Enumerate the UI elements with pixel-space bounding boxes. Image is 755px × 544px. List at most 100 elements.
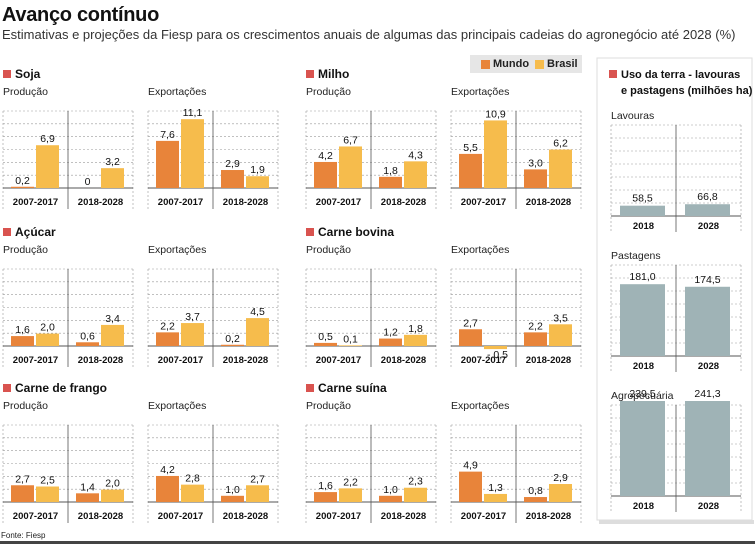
carne-suina-exportacoes-category-2018-2028: 2018-2028 xyxy=(526,511,571,522)
acucar-producao-category-2018-2028: 2018-2028 xyxy=(78,355,123,366)
carne-suina-title: Carne suína xyxy=(318,381,387,395)
carne-suina-exportacoes-category-2007-2017: 2007-2017 xyxy=(461,511,506,522)
milho-exportacoes-subtitle: Exportações xyxy=(451,86,509,98)
acucar-exportacoes-mundo-bar-2018-2028 xyxy=(221,344,244,346)
source-note: Fonte: Fiesp xyxy=(1,531,46,540)
soja-producao-brasil-bar-2007-2017 xyxy=(36,145,59,188)
carne-de-frango-title: Carne de frango xyxy=(15,381,107,395)
acucar-producao-mundo-bar-2018-2028 xyxy=(76,342,99,346)
carne-bovina-exportacoes-mundo-bar-2007-2017 xyxy=(459,329,482,346)
soja-producao-subtitle: Produção xyxy=(3,86,48,98)
soja-exportacoes-mundo-bar-2007-2017 xyxy=(156,140,179,188)
carne-de-frango-producao-mundo-bar-2007-2017-label: 2,7 xyxy=(15,473,30,485)
land-use-pastagens-subtitle: Pastagens xyxy=(611,250,661,262)
carne-suina-producao-category-2007-2017: 2007-2017 xyxy=(316,511,361,522)
carne-bovina-producao-brasil-bar-2007-2017 xyxy=(339,345,362,346)
milho-producao-mundo-bar-2018-2028 xyxy=(379,176,402,188)
acucar-exportacoes-category-2018-2028: 2018-2028 xyxy=(223,355,268,366)
carne-de-frango-producao-mundo-bar-2018-2028-label: 1,4 xyxy=(80,481,95,493)
carne-suina-producao-mundo-bar-2007-2017 xyxy=(314,492,337,502)
land-use-lavouras-category-2018: 2018 xyxy=(633,221,654,232)
land-use-lavouras-subtitle: Lavouras xyxy=(611,110,654,122)
carne-suina-producao-brasil-bar-2018-2028-label: 2,3 xyxy=(408,476,423,488)
carne-bovina-exportacoes-category-2018-2028: 2018-2028 xyxy=(526,355,571,366)
milho-exportacoes-mundo-bar-2018-2028 xyxy=(524,169,547,188)
milho-producao-brasil-bar-2018-2028-label: 4,3 xyxy=(408,149,423,161)
carne-de-frango-exportacoes-category-2018-2028: 2018-2028 xyxy=(223,511,268,522)
carne-de-frango-producao-category-2007-2017: 2007-2017 xyxy=(13,511,58,522)
carne-bovina-exportacoes-mundo-bar-2018-2028 xyxy=(524,332,547,346)
carne-bovina-producao-brasil-bar-2018-2028-label: 1,8 xyxy=(408,323,423,335)
carne-suina-exportacoes-mundo-bar-2018-2028-label: 0,8 xyxy=(528,485,543,497)
soja-exportacoes-subtitle: Exportações xyxy=(148,86,206,98)
acucar-producao-subtitle: Produção xyxy=(3,244,48,256)
land-use-agropecuaria-bar-2018 xyxy=(620,401,665,496)
land-use-title: Uso da terra - lavouras e pastagens (milh… xyxy=(621,69,753,97)
carne-suina-marker xyxy=(306,384,314,392)
carne-de-frango-marker xyxy=(3,384,11,392)
acucar-title: Açúcar xyxy=(15,225,56,239)
carne-bovina-exportacoes-brasil-bar-2007-2017-label: - 0,5 xyxy=(487,349,508,361)
carne-de-frango-exportacoes-subtitle: Exportações xyxy=(148,400,206,412)
land-use-lavouras-category-2028: 2028 xyxy=(698,221,719,232)
acucar-producao-mundo-bar-2007-2017 xyxy=(11,336,34,346)
land-use-pastagens-bar-2028 xyxy=(685,286,730,356)
acucar-producao-mundo-bar-2018-2028-label: 0,6 xyxy=(80,330,95,342)
carne-suina-producao-mundo-bar-2018-2028 xyxy=(379,495,402,502)
carne-suina-exportacoes-mundo-bar-2018-2028 xyxy=(524,497,547,502)
carne-de-frango-producao-mundo-bar-2018-2028 xyxy=(76,493,99,502)
milho-producao-mundo-bar-2007-2017-label: 4,2 xyxy=(318,150,333,162)
soja-exportacoes-brasil-bar-2007-2017 xyxy=(181,119,204,188)
soja-exportacoes-mundo-bar-2018-2028-label: 2,9 xyxy=(225,158,240,170)
milho-exportacoes-brasil-bar-2018-2028 xyxy=(549,149,572,188)
acucar-exportacoes-brasil-bar-2007-2017-label: 3,7 xyxy=(185,311,200,323)
soja-producao-mundo-bar-2018-2028-label: 0 xyxy=(85,176,91,188)
carne-bovina-exportacoes-brasil-bar-2018-2028 xyxy=(549,324,572,346)
legend-swatch-brasil xyxy=(535,60,544,69)
carne-suina-producao-mundo-bar-2018-2028-label: 1,0 xyxy=(383,484,398,496)
soja-producao-category-2018-2028: 2018-2028 xyxy=(78,197,123,208)
land-use-lavouras-bar-2028 xyxy=(685,204,730,216)
soja-exportacoes-mundo-bar-2007-2017-label: 7,6 xyxy=(160,129,175,141)
soja-producao-category-2007-2017: 2007-2017 xyxy=(13,197,58,208)
acucar-exportacoes-brasil-bar-2018-2028-label: 4,5 xyxy=(250,306,265,318)
carne-bovina-exportacoes-brasil-bar-2018-2028-label: 3,5 xyxy=(553,312,568,324)
milho-producao-mundo-bar-2007-2017 xyxy=(314,161,337,188)
carne-suina-producao-brasil-bar-2007-2017-label: 2,2 xyxy=(343,476,358,488)
carne-de-frango-producao-subtitle: Produção xyxy=(3,400,48,412)
land-use-agropecuaria-bar-2028-label: 241,3 xyxy=(694,388,720,400)
carne-bovina-producao-mundo-bar-2018-2028-label: 1,2 xyxy=(383,327,398,339)
milho-producao-brasil-bar-2007-2017 xyxy=(339,146,362,188)
land-use-pastagens-bar-2018 xyxy=(620,284,665,356)
carne-bovina-exportacoes-category-2007-2017: 2007-2017 xyxy=(461,355,506,366)
carne-de-frango-exportacoes-brasil-bar-2007-2017 xyxy=(181,484,204,502)
milho-producao-mundo-bar-2018-2028-label: 1,8 xyxy=(383,165,398,177)
soja-producao-brasil-bar-2018-2028 xyxy=(101,168,124,188)
carne-bovina-producao-mundo-bar-2018-2028 xyxy=(379,338,402,346)
land-use-agropecuaria-bar-2028 xyxy=(685,401,730,496)
soja-producao-mundo-bar-2007-2017-label: 0,2 xyxy=(15,175,30,187)
carne-bovina-producao-category-2018-2028: 2018-2028 xyxy=(381,355,426,366)
milho-exportacoes-mundo-bar-2007-2017 xyxy=(459,153,482,188)
carne-suina-exportacoes-mundo-bar-2007-2017 xyxy=(459,471,482,502)
milho-exportacoes-brasil-bar-2018-2028-label: 6,2 xyxy=(553,138,568,150)
milho-exportacoes-category-2018-2028: 2018-2028 xyxy=(526,197,571,208)
page-subtitle: Estimativas e projeções da Fiesp para os… xyxy=(2,27,736,42)
bottom-divider xyxy=(0,541,755,544)
carne-bovina-producao-mundo-bar-2007-2017-label: 0,5 xyxy=(318,331,333,343)
milho-exportacoes-category-2007-2017: 2007-2017 xyxy=(461,197,506,208)
land-use-pastagens-bar-2018-label: 181,0 xyxy=(629,271,655,283)
carne-de-frango-exportacoes-mundo-bar-2007-2017 xyxy=(156,475,179,502)
carne-de-frango-exportacoes-brasil-bar-2018-2028-label: 2,7 xyxy=(250,473,265,485)
soja-producao-brasil-bar-2018-2028-label: 3,2 xyxy=(105,156,120,168)
carne-de-frango-exportacoes-brasil-bar-2007-2017-label: 2,8 xyxy=(185,473,200,485)
carne-bovina-exportacoes-mundo-bar-2007-2017-label: 2,7 xyxy=(463,317,478,329)
soja-exportacoes-brasil-bar-2007-2017-label: 11,1 xyxy=(183,107,203,119)
carne-de-frango-exportacoes-brasil-bar-2018-2028 xyxy=(246,485,269,502)
milho-producao-category-2018-2028: 2018-2028 xyxy=(381,197,426,208)
carne-bovina-title: Carne bovina xyxy=(318,225,394,239)
carne-suina-producao-brasil-bar-2018-2028 xyxy=(404,487,427,502)
land-use-marker xyxy=(609,70,617,78)
carne-suina-producao-brasil-bar-2007-2017 xyxy=(339,488,362,502)
